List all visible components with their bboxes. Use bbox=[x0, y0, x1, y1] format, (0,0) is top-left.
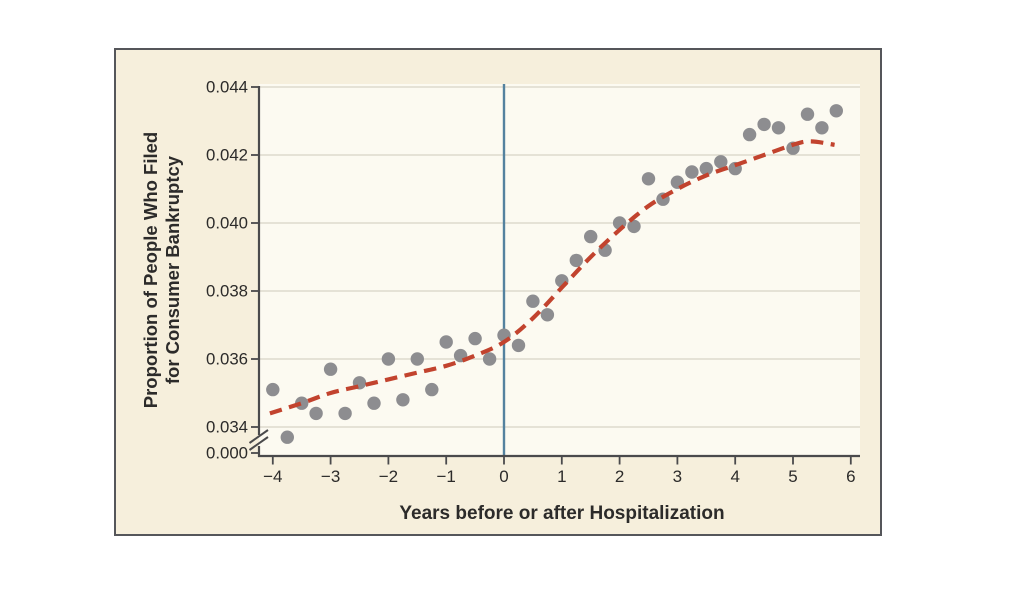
data-point bbox=[771, 121, 786, 135]
y-tick-label: 0.038 bbox=[206, 282, 248, 301]
data-point bbox=[468, 331, 482, 346]
x-tick-label: 2 bbox=[615, 467, 624, 486]
x-tick-label: 0 bbox=[499, 467, 508, 486]
data-point bbox=[280, 430, 294, 444]
y-tick-label: 0.044 bbox=[206, 78, 248, 97]
x-axis-title: Years before or after Hospitalization bbox=[399, 503, 725, 524]
data-point bbox=[584, 229, 598, 244]
x-tick-label: 6 bbox=[846, 467, 855, 486]
x-tick-label: 4 bbox=[730, 467, 739, 486]
y-axis-title-line1: Proportion of People Who Filed bbox=[140, 131, 161, 409]
data-point bbox=[800, 107, 815, 121]
data-point bbox=[266, 382, 280, 397]
x-tick-label: −4 bbox=[263, 467, 282, 486]
data-point bbox=[829, 104, 843, 118]
y-tick-label: 0.036 bbox=[206, 350, 248, 369]
data-point bbox=[323, 362, 338, 376]
data-point bbox=[338, 406, 352, 421]
data-point bbox=[367, 396, 381, 410]
y-axis-title: Proportion of People Who Filed for Consu… bbox=[140, 132, 184, 408]
axis-break-slash bbox=[248, 436, 269, 451]
x-tick-label: 5 bbox=[788, 467, 797, 486]
axis-break-slash bbox=[248, 429, 269, 444]
data-point bbox=[699, 161, 713, 176]
data-point bbox=[757, 117, 771, 132]
y-axis-title-line2: for Consumer Bankruptcy bbox=[162, 155, 183, 385]
data-point bbox=[685, 165, 699, 179]
x-tick-label: 1 bbox=[557, 467, 566, 486]
data-point bbox=[815, 121, 829, 135]
data-point bbox=[425, 382, 439, 397]
data-point bbox=[627, 219, 641, 234]
data-point bbox=[396, 393, 410, 407]
data-point bbox=[439, 335, 453, 349]
data-point bbox=[742, 127, 757, 142]
x-tick-label: −2 bbox=[379, 467, 398, 486]
y-tick-label: 0.040 bbox=[206, 214, 248, 233]
data-point bbox=[381, 352, 396, 366]
data-point bbox=[482, 352, 497, 366]
y-tick-label: 0.034 bbox=[206, 418, 248, 437]
data-point bbox=[641, 172, 656, 186]
x-tick-label: −1 bbox=[437, 467, 456, 486]
data-point bbox=[309, 406, 323, 421]
x-tick-label: 3 bbox=[673, 467, 682, 486]
data-point bbox=[295, 396, 309, 410]
data-point bbox=[511, 338, 526, 353]
data-point bbox=[540, 308, 555, 322]
fitted-trend-line bbox=[269, 139, 835, 416]
x-tick-label: −3 bbox=[321, 467, 340, 486]
data-point bbox=[569, 253, 583, 268]
data-point bbox=[714, 155, 728, 169]
y-tick-label: 0.042 bbox=[206, 146, 248, 165]
plot-area bbox=[259, 84, 860, 456]
y-tick-label-zero: 0.000 bbox=[206, 444, 248, 463]
data-point bbox=[410, 352, 424, 366]
data-point bbox=[526, 294, 540, 308]
